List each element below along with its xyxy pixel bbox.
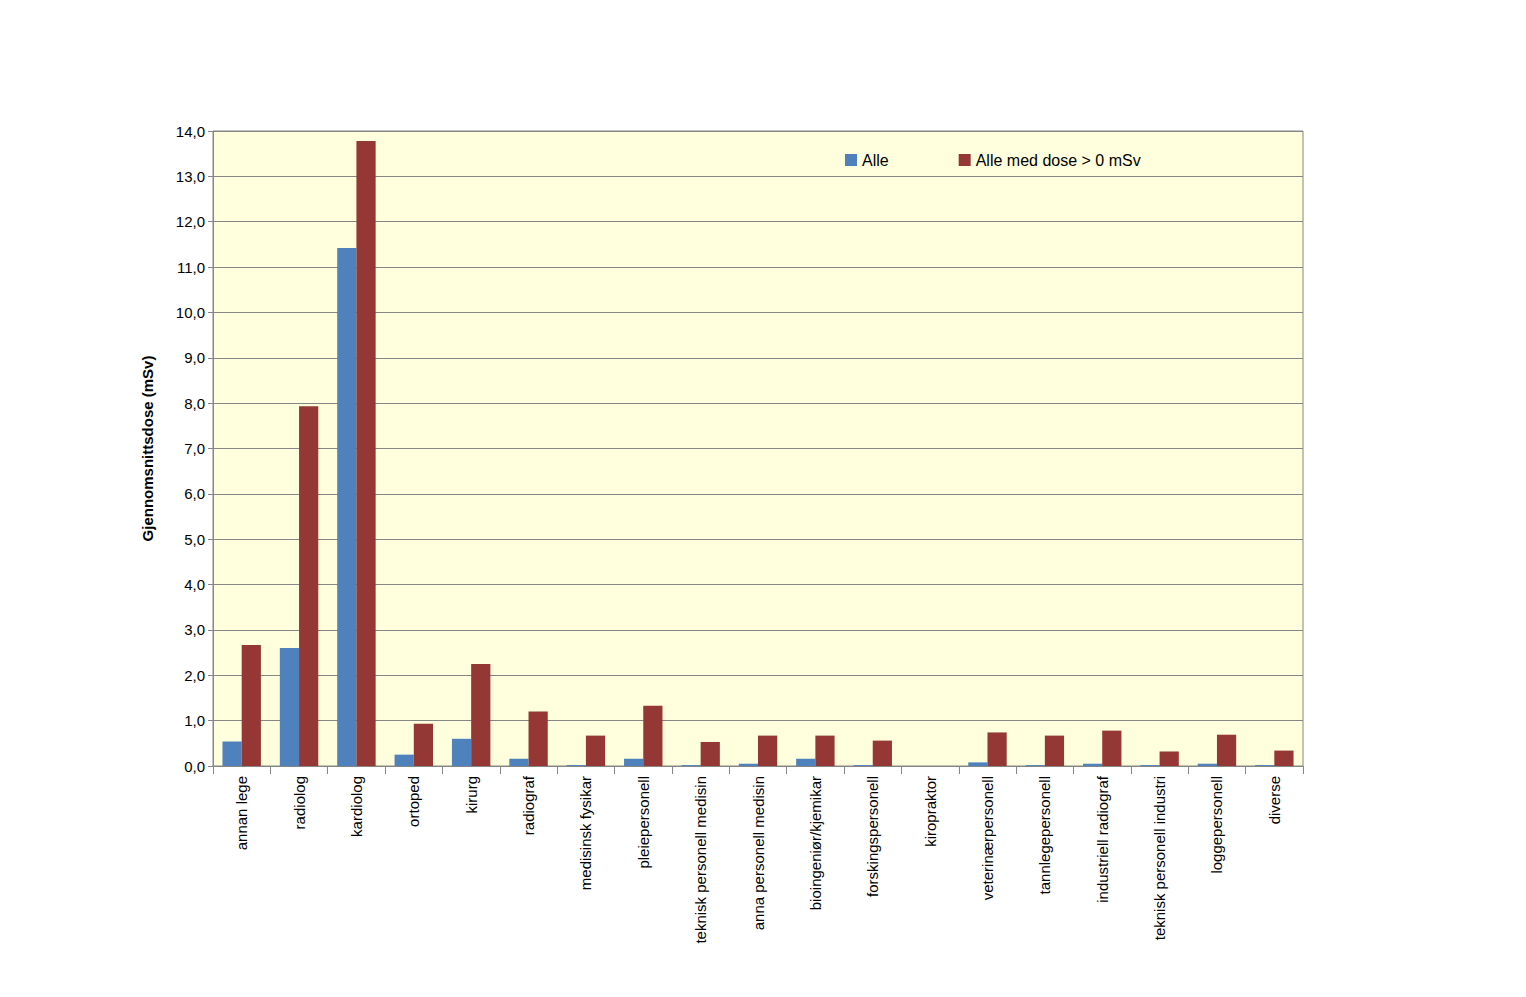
svg-text:pleiepersonell: pleiepersonell: [635, 776, 652, 869]
svg-text:kardiolog: kardiolog: [348, 776, 365, 837]
svg-text:6,0: 6,0: [184, 485, 205, 502]
svg-text:bioingeniør/kjemikar: bioingeniør/kjemikar: [807, 776, 824, 910]
svg-text:5,0: 5,0: [184, 531, 205, 548]
svg-text:kirurg: kirurg: [463, 776, 480, 814]
svg-text:10,0: 10,0: [176, 304, 205, 321]
svg-text:14,0: 14,0: [176, 123, 205, 140]
svg-text:8,0: 8,0: [184, 395, 205, 412]
svg-text:loggepersonell: loggepersonell: [1208, 776, 1225, 874]
svg-text:tannlegepersonell: tannlegepersonell: [1036, 776, 1053, 894]
svg-text:veterinærpersonell: veterinærpersonell: [979, 776, 996, 900]
svg-text:anna personell medisin: anna personell medisin: [750, 776, 767, 930]
svg-text:2,0: 2,0: [184, 667, 205, 684]
svg-text:annan lege: annan lege: [233, 776, 250, 850]
svg-text:radiolog: radiolog: [291, 776, 308, 829]
svg-text:diverse: diverse: [1266, 776, 1283, 824]
svg-text:medisinsk fysikar: medisinsk fysikar: [577, 776, 594, 890]
svg-text:industriell radiograf: industriell radiograf: [1094, 775, 1111, 903]
svg-text:4,0: 4,0: [184, 576, 205, 593]
svg-text:13,0: 13,0: [176, 168, 205, 185]
svg-text:11,0: 11,0: [177, 259, 205, 276]
svg-text:7,0: 7,0: [184, 440, 205, 457]
svg-text:3,0: 3,0: [184, 621, 205, 638]
svg-text:1,0: 1,0: [184, 712, 205, 729]
svg-text:radiograf: radiograf: [520, 775, 537, 835]
svg-text:Gjennomsnittsdose (mSv): Gjennomsnittsdose (mSv): [139, 356, 156, 542]
svg-text:12,0: 12,0: [176, 213, 205, 230]
svg-text:Alle med dose > 0 mSv: Alle med dose > 0 mSv: [976, 152, 1141, 169]
svg-text:teknisk personell medisin: teknisk personell medisin: [692, 776, 709, 944]
svg-text:kiropraktor: kiropraktor: [922, 776, 939, 847]
svg-text:0,0: 0,0: [184, 758, 205, 775]
svg-text:forskingspersonell: forskingspersonell: [864, 776, 881, 897]
svg-text:Alle: Alle: [862, 152, 889, 169]
svg-text:teknisk personell industri: teknisk personell industri: [1151, 776, 1168, 940]
svg-text:9,0: 9,0: [184, 349, 205, 366]
svg-text:ortoped: ortoped: [405, 776, 422, 827]
